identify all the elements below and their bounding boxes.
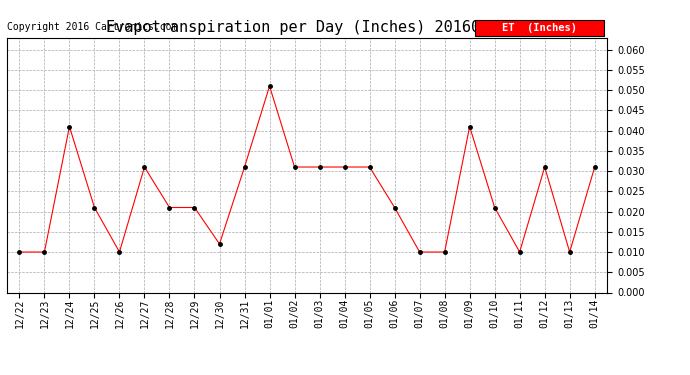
FancyBboxPatch shape [475,20,604,36]
Title: Evapotranspiration per Day (Inches) 20160115: Evapotranspiration per Day (Inches) 2016… [106,20,508,35]
Text: ET  (Inches): ET (Inches) [502,23,577,33]
Text: Copyright 2016 Cartronics.com: Copyright 2016 Cartronics.com [7,22,177,32]
